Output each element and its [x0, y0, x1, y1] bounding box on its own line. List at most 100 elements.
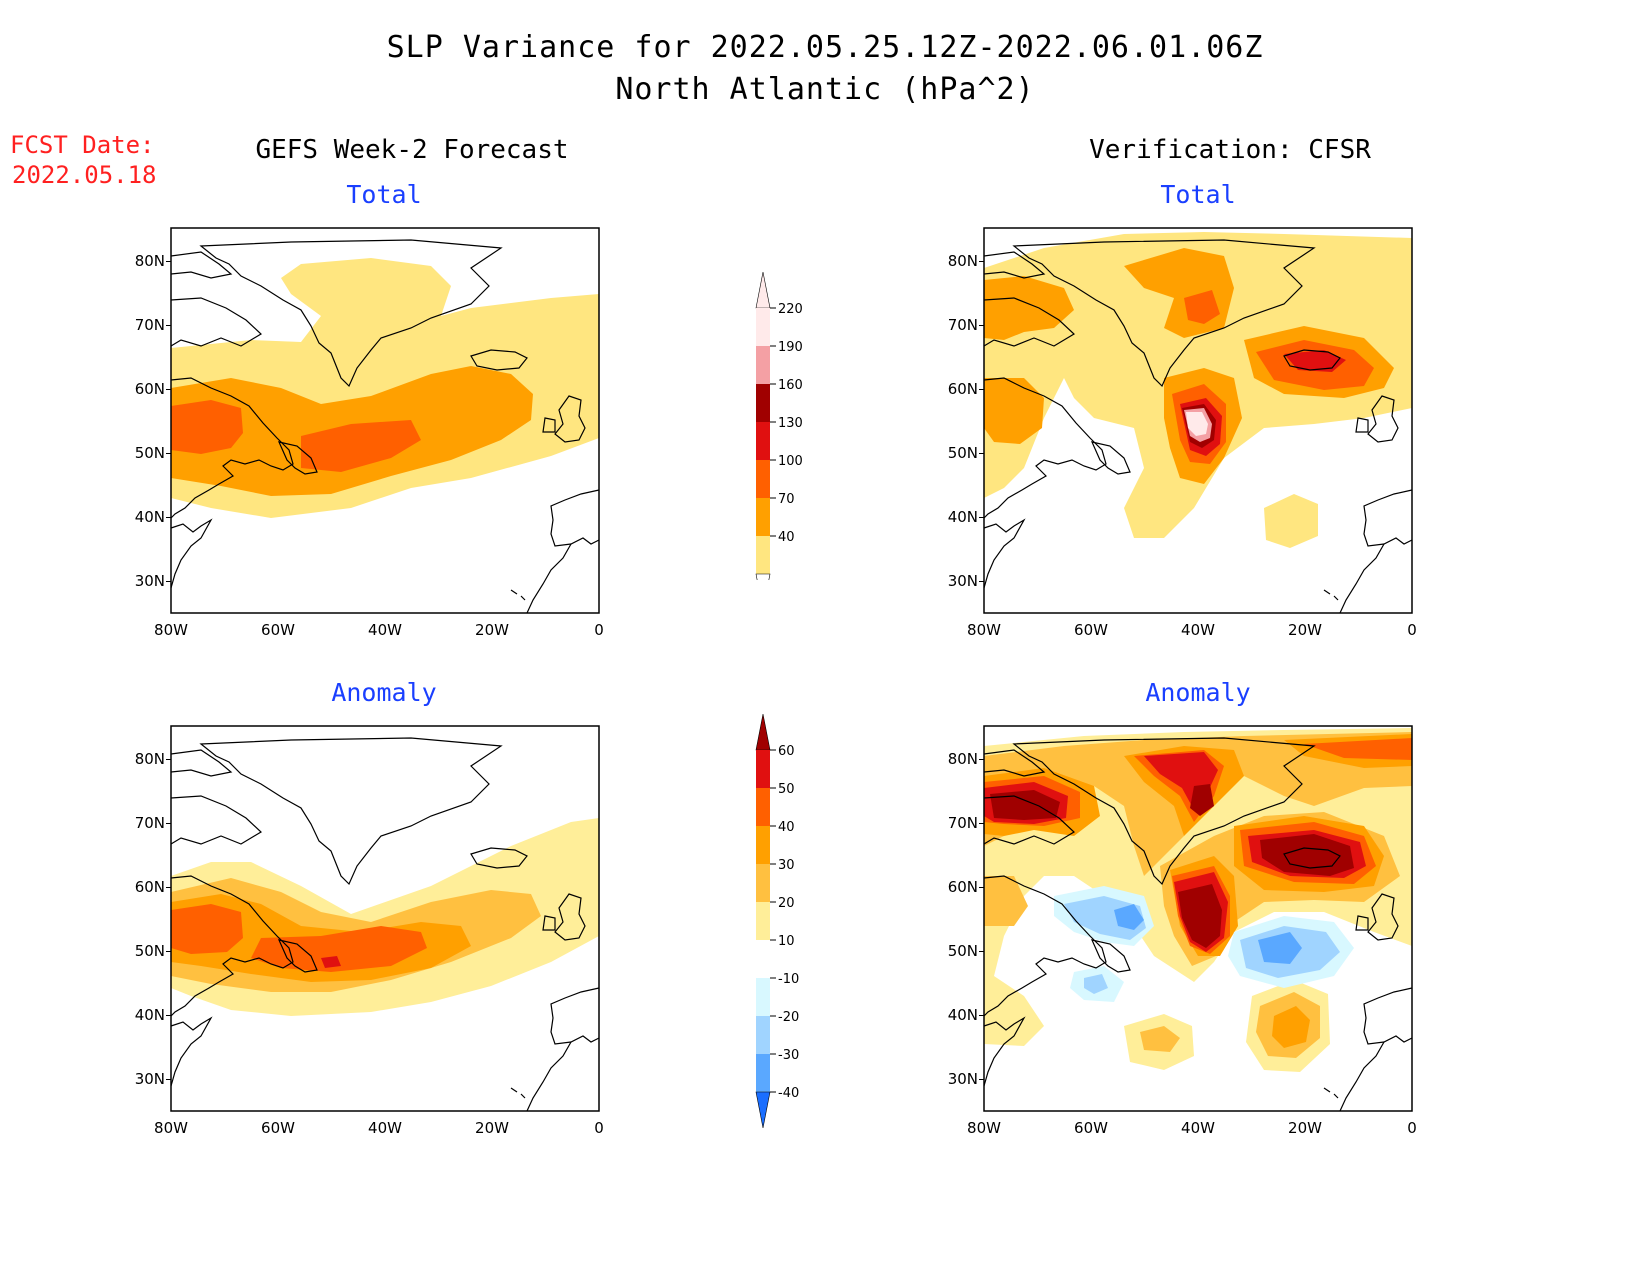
colorbar-tip-top [755, 271, 771, 309]
lat-tick [979, 517, 984, 518]
lat-tick [979, 261, 984, 262]
fill-100 [171, 400, 243, 454]
lat-tick-label: 50N [947, 942, 978, 960]
colorbar-label: 40 [778, 820, 795, 835]
colorbar-swatch [756, 498, 770, 536]
lat-tick [166, 261, 171, 262]
fill-a40 [171, 904, 243, 954]
lon-tick-label: 60W [1074, 1119, 1108, 1137]
lat-tick-label: 80N [947, 750, 978, 768]
lat-tick [979, 951, 984, 952]
fill-a40b [251, 926, 427, 972]
lat-tick [979, 325, 984, 326]
lat-tick-label: 70N [947, 316, 978, 334]
lat-tick [166, 581, 171, 582]
lon-tick-label: 40W [1181, 621, 1215, 639]
fill-a60c [1260, 834, 1354, 876]
lon-tick-label: 0 [594, 1119, 604, 1137]
panel-title-verification-anomaly: Anomaly [1145, 678, 1251, 707]
colorbar-swatch [756, 750, 770, 788]
lon-tick-label: 20W [475, 1119, 509, 1137]
colorbar-swatch [756, 978, 770, 1016]
lat-tick [166, 1015, 171, 1016]
fcst-date-label: FCST Date: [10, 131, 155, 159]
colorbar-label: 20 [778, 896, 795, 911]
colorbar-label: 220 [778, 302, 803, 317]
lat-tick [166, 325, 171, 326]
panel-title-verification-total: Total [1160, 180, 1236, 209]
lat-tick-label: 30N [134, 1070, 165, 1088]
lat-tick-label: 60N [134, 878, 165, 896]
lon-tick-label: 0 [1407, 1119, 1417, 1137]
lon-tick-label: 20W [1288, 621, 1322, 639]
lat-tick-label: 80N [134, 252, 165, 270]
lat-tick-label: 80N [947, 252, 978, 270]
colorbar-swatch [756, 308, 770, 346]
lat-tick [166, 453, 171, 454]
lat-tick [979, 823, 984, 824]
lat-tick-label: 50N [134, 444, 165, 462]
colorbar-label: 30 [778, 858, 795, 873]
lat-tick-label: 40N [134, 508, 165, 526]
lat-tick-label: 40N [947, 508, 978, 526]
fill-220 [1186, 412, 1208, 436]
lat-tick [979, 389, 984, 390]
lat-tick-label: 50N [947, 444, 978, 462]
colorbar-swatch [756, 1016, 770, 1054]
fill-n30b [1258, 932, 1302, 964]
fill-100c [1184, 290, 1220, 324]
lat-tick-label: 40N [947, 1006, 978, 1024]
main-title: SLP Variance for 2022.05.25.12Z-2022.06.… [386, 30, 1264, 65]
lon-tick-label: 40W [368, 1119, 402, 1137]
map-forecast-anomaly [170, 725, 600, 1112]
colorbar-swatch [756, 422, 770, 460]
map-verification-total [983, 227, 1413, 614]
lon-tick-label: 80W [967, 621, 1001, 639]
colorbar-label: 160 [778, 378, 803, 393]
colorbar-label: 40 [778, 530, 795, 545]
fill-130b [1284, 350, 1346, 372]
colorbar-label: -30 [778, 1048, 799, 1063]
lon-tick-label: 80W [154, 1119, 188, 1137]
colorbar-label: -10 [778, 972, 799, 987]
colorbar-swatch [756, 864, 770, 902]
colorbar-swatch [756, 1054, 770, 1092]
lat-tick-label: 70N [134, 316, 165, 334]
lat-tick [979, 887, 984, 888]
colorbar-label: 100 [778, 454, 803, 469]
lon-tick-label: 80W [154, 621, 188, 639]
lat-tick [979, 1079, 984, 1080]
lon-tick-label: 0 [1407, 621, 1417, 639]
colorbar-label: -20 [778, 1010, 799, 1025]
lat-tick [166, 389, 171, 390]
lat-tick [166, 887, 171, 888]
lon-tick-label: 20W [475, 621, 509, 639]
lat-tick [979, 453, 984, 454]
lon-tick-label: 40W [1181, 1119, 1215, 1137]
fill-40-blob [1264, 494, 1318, 548]
fill-a20e [1140, 1026, 1180, 1052]
fill-a60 [990, 790, 1060, 820]
lat-tick-label: 60N [947, 878, 978, 896]
colorbar-label: 130 [778, 416, 803, 431]
lon-tick-label: 60W [1074, 621, 1108, 639]
lon-tick-label: 60W [261, 1119, 295, 1137]
fill-n30 [1114, 904, 1144, 930]
fill-a60b [1178, 884, 1222, 948]
fill-a30e [1272, 1006, 1310, 1048]
colorbar-label: 190 [778, 340, 803, 355]
fill-a50 [321, 956, 341, 968]
lat-tick [166, 759, 171, 760]
colorbar-tip-bottom [755, 1091, 771, 1129]
colorbar-label: 60 [778, 744, 795, 759]
lat-tick-label: 30N [947, 572, 978, 590]
colorbar-swatch [756, 788, 770, 826]
main-subtitle: North Atlantic (hPa^2) [615, 72, 1035, 107]
lat-tick [166, 1079, 171, 1080]
colorbar-label: 10 [778, 934, 795, 949]
colorbar-swatch [756, 460, 770, 498]
fill-n20c [1084, 974, 1108, 994]
left-column-title: GEFS Week-2 Forecast [255, 135, 569, 165]
colorbar-swatch [756, 902, 770, 940]
fill-70 [984, 276, 1074, 340]
